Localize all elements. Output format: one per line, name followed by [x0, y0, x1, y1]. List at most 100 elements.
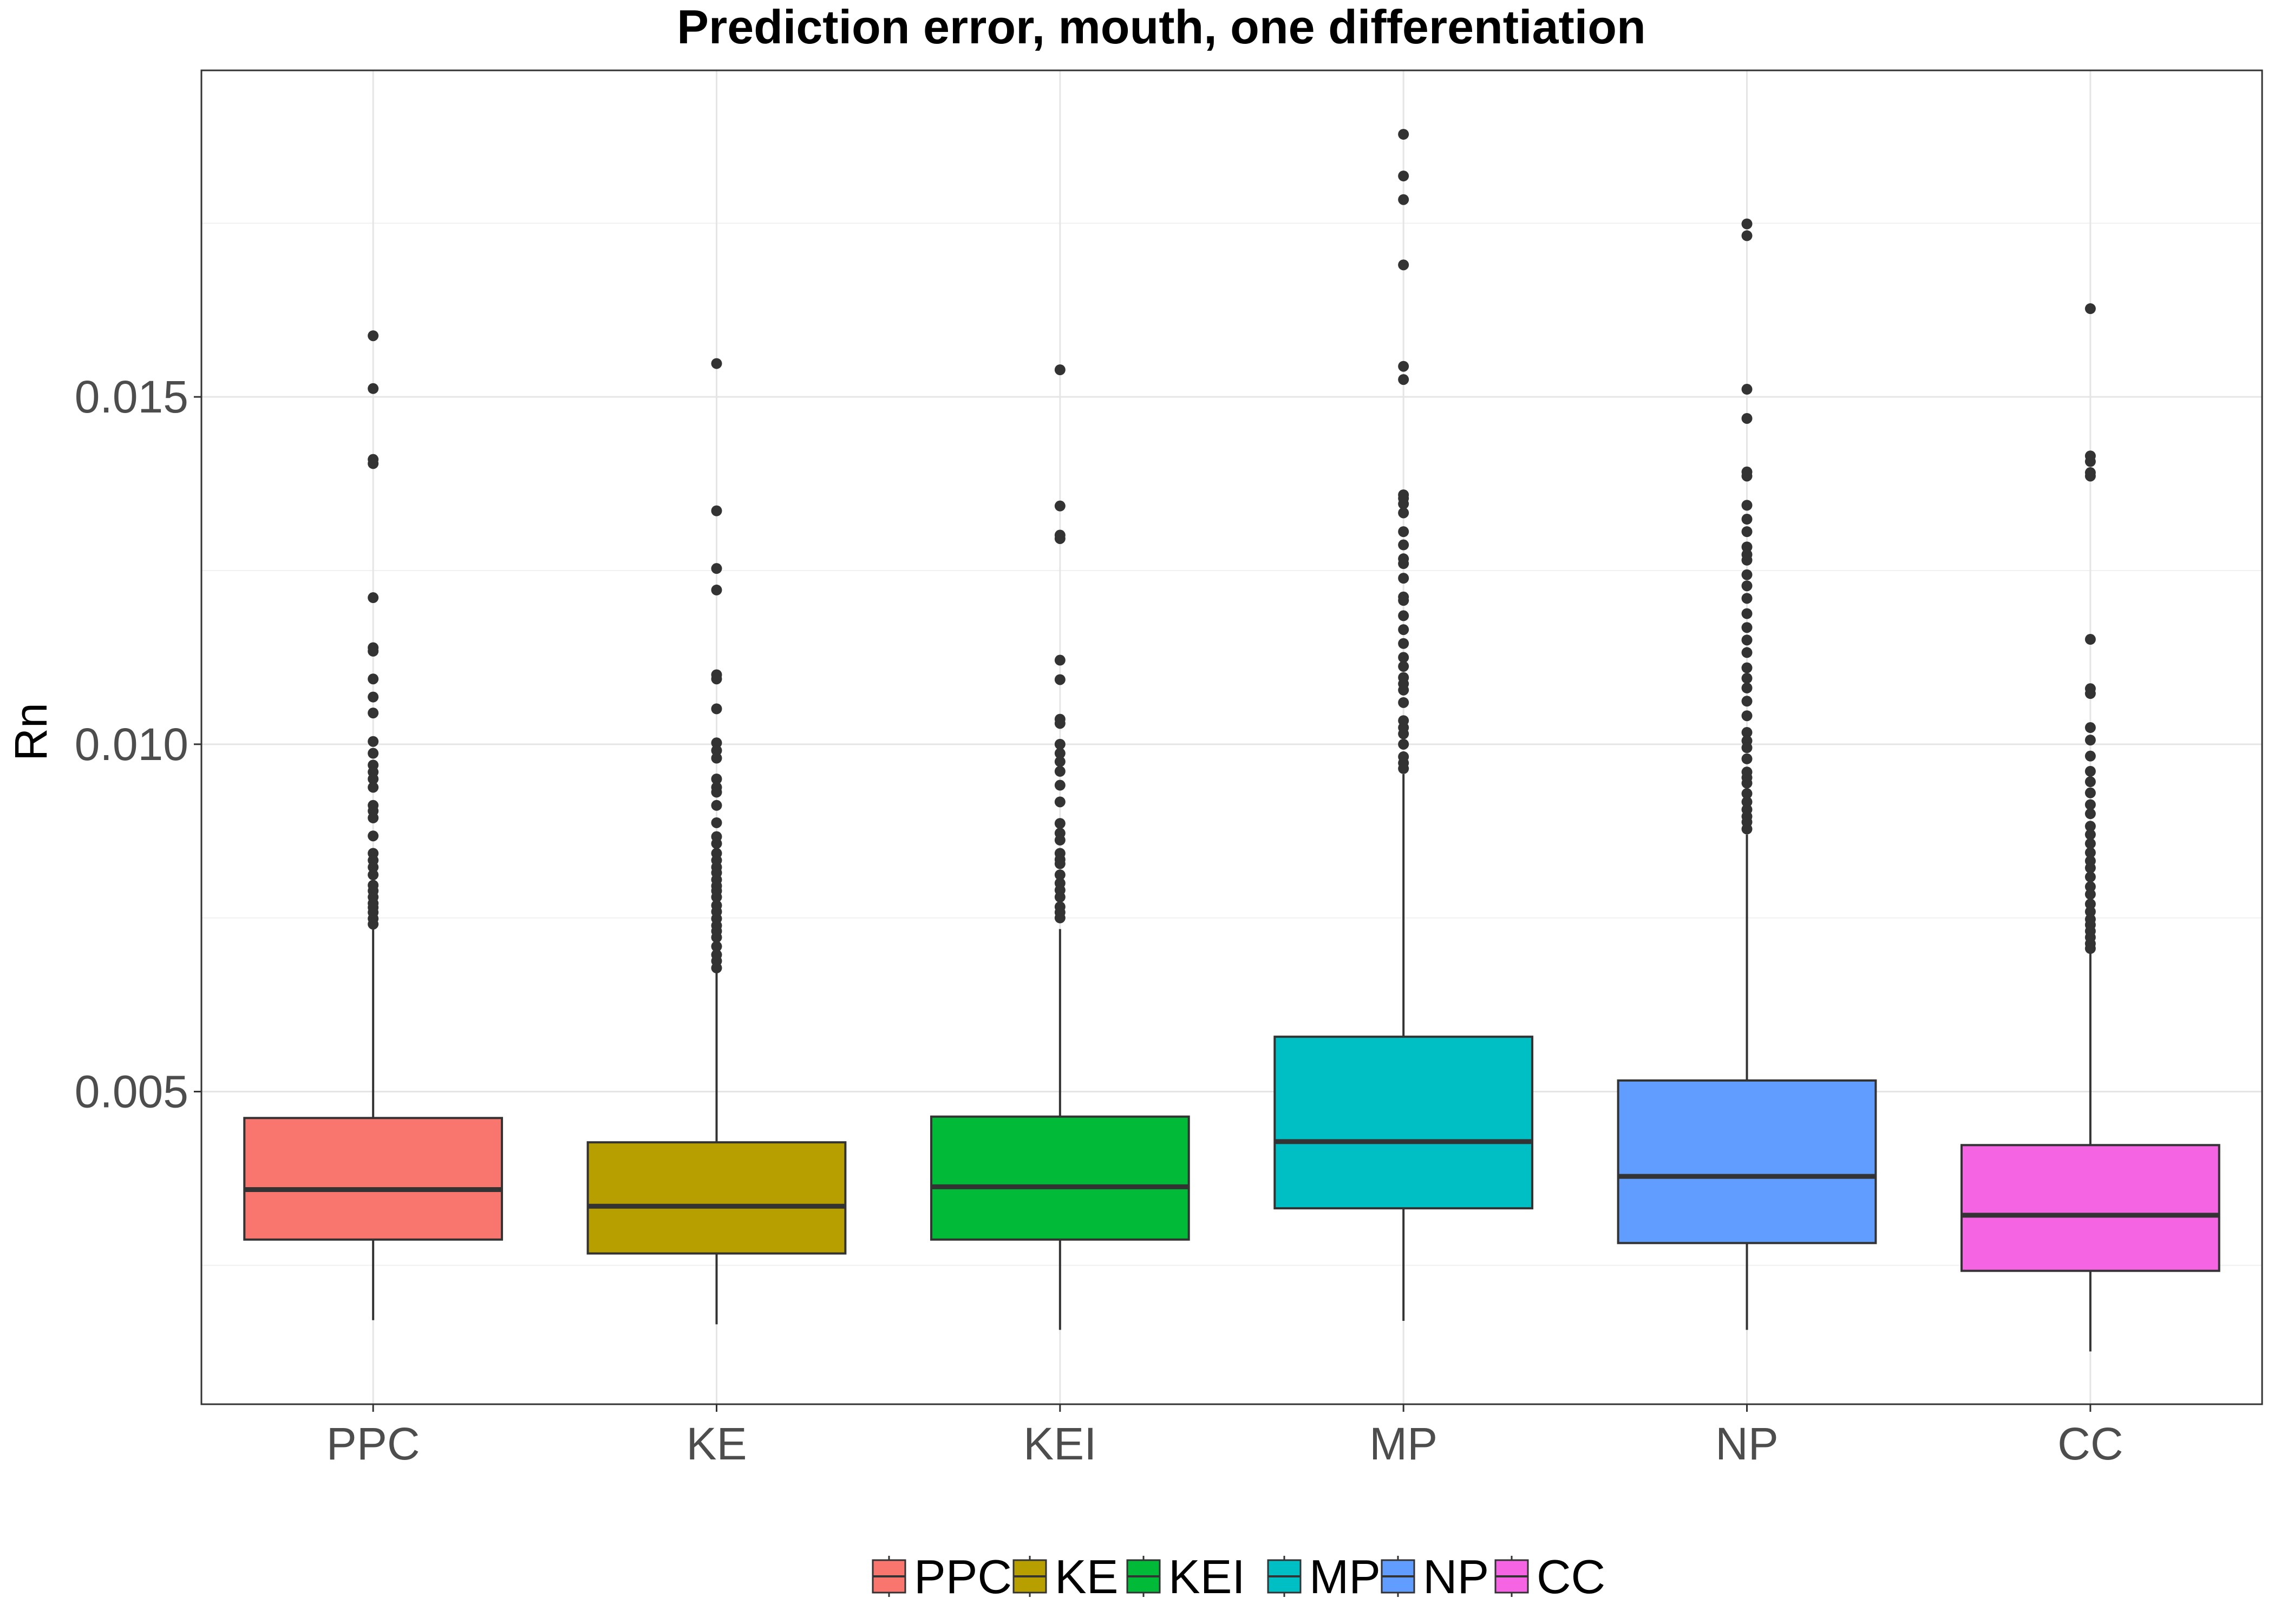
outlier-point [2084, 847, 2096, 859]
outlier-point [1398, 259, 1409, 271]
outlier-point [1398, 558, 1409, 569]
plot-border [200, 69, 2263, 1405]
outlier-point [2084, 750, 2096, 762]
y-tick-label: 0.010 [75, 719, 188, 770]
outlier-point [1398, 539, 1409, 551]
legend-label: KEI [1168, 1550, 1245, 1603]
legend-label: KE [1055, 1550, 1118, 1603]
outlier-point [1054, 364, 1066, 376]
grid-lines [201, 70, 2262, 1404]
outlier-point [1398, 610, 1409, 621]
outlier-point [1398, 684, 1409, 696]
outlier-point [711, 703, 722, 715]
outlier-point [711, 584, 722, 595]
outlier-point [1054, 738, 1066, 750]
outlier-point [1398, 194, 1409, 205]
box-np [1617, 218, 1877, 1330]
outlier-point [1741, 608, 1753, 619]
outlier-point [711, 838, 722, 849]
box-kei [930, 364, 1190, 1330]
outlier-point [368, 673, 379, 685]
outlier-point [368, 812, 379, 823]
y-axis-title: Rn [5, 703, 56, 761]
iqr-box [930, 1115, 1190, 1241]
outlier-point [1398, 129, 1409, 140]
outlier-point [1398, 507, 1409, 519]
outlier-point [1741, 622, 1753, 633]
outlier-point [711, 817, 722, 828]
outlier-point [368, 869, 379, 881]
outlier-point [711, 787, 722, 798]
outlier-point [1398, 661, 1409, 672]
outlier-point [711, 892, 722, 903]
outlier-point [368, 383, 379, 394]
outlier-point [2084, 303, 2096, 315]
outlier-point [711, 962, 722, 974]
legend-item-mp[interactable]: MP [1267, 1550, 1381, 1603]
outlier-point [1741, 514, 1753, 525]
box-ke [586, 358, 847, 1325]
outlier-point [2084, 881, 2096, 892]
legend-item-kei[interactable]: KEI [1126, 1550, 1245, 1603]
outlier-point [1054, 892, 1066, 903]
outlier-point [1741, 682, 1753, 693]
outlier-point [1398, 738, 1409, 750]
outlier-point [368, 592, 379, 604]
legend-item-cc[interactable]: CC [1494, 1550, 1605, 1603]
outlier-point [1741, 634, 1753, 646]
outlier-point [1054, 834, 1066, 846]
outlier-point [368, 774, 379, 784]
box-cc [1960, 303, 2220, 1352]
outlier-point [1054, 533, 1066, 544]
outlier-point [1398, 374, 1409, 385]
outlier-point [2084, 456, 2096, 467]
outlier-point [1398, 573, 1409, 584]
legend[interactable]: PPC KE KEI MP NP CC [872, 1550, 1605, 1603]
outlier-point [368, 645, 379, 657]
outlier-point [2084, 906, 2096, 918]
outlier-point [711, 941, 722, 952]
x-tick-label: MP [1369, 1418, 1437, 1469]
iqr-box [1617, 1079, 1877, 1245]
x-axis: PPC KE KEI MP NP CC [326, 1404, 2123, 1469]
outlier-point [1398, 624, 1409, 636]
legend-label: PPC [914, 1550, 1012, 1603]
outlier-point [2084, 943, 2096, 954]
outlier-point [711, 673, 722, 685]
outlier-point [2084, 735, 2096, 746]
outlier-point [711, 358, 722, 369]
outlier-point [1054, 818, 1066, 829]
legend-label: MP [1309, 1550, 1381, 1603]
legend-item-ke[interactable]: KE [1012, 1550, 1118, 1603]
y-axis: 0.005 0.010 0.015 [75, 371, 201, 1117]
outlier-point [368, 861, 379, 873]
outlier-point [711, 774, 722, 784]
outlier-point [1398, 526, 1409, 538]
x-tick-label: NP [1715, 1418, 1779, 1469]
outlier-point [2084, 899, 2096, 909]
outlier-point [1398, 728, 1409, 739]
outlier-point [2084, 688, 2096, 699]
outlier-point [711, 737, 722, 749]
outlier-point [1054, 912, 1066, 924]
outlier-point [1054, 748, 1066, 759]
legend-item-ppc[interactable]: PPC [872, 1550, 1012, 1603]
outlier-point [1741, 823, 1753, 835]
outlier-point [711, 563, 722, 574]
outlier-point [1741, 470, 1753, 482]
x-tick-label: KE [686, 1418, 747, 1469]
outlier-point [1398, 763, 1409, 774]
x-tick-label: CC [2057, 1418, 2123, 1469]
legend-item-np[interactable]: NP [1381, 1550, 1489, 1603]
chart-title: Prediction error, mouth, one differentia… [677, 0, 1645, 54]
outlier-point [1398, 595, 1409, 606]
outlier-point [711, 505, 722, 516]
outlier-point [1741, 753, 1753, 764]
outlier-point [1054, 500, 1066, 512]
outlier-point [1398, 697, 1409, 708]
outlier-point [1741, 777, 1753, 789]
outlier-point [1741, 742, 1753, 754]
outlier-point [1054, 780, 1066, 791]
outlier-point [1741, 788, 1753, 799]
